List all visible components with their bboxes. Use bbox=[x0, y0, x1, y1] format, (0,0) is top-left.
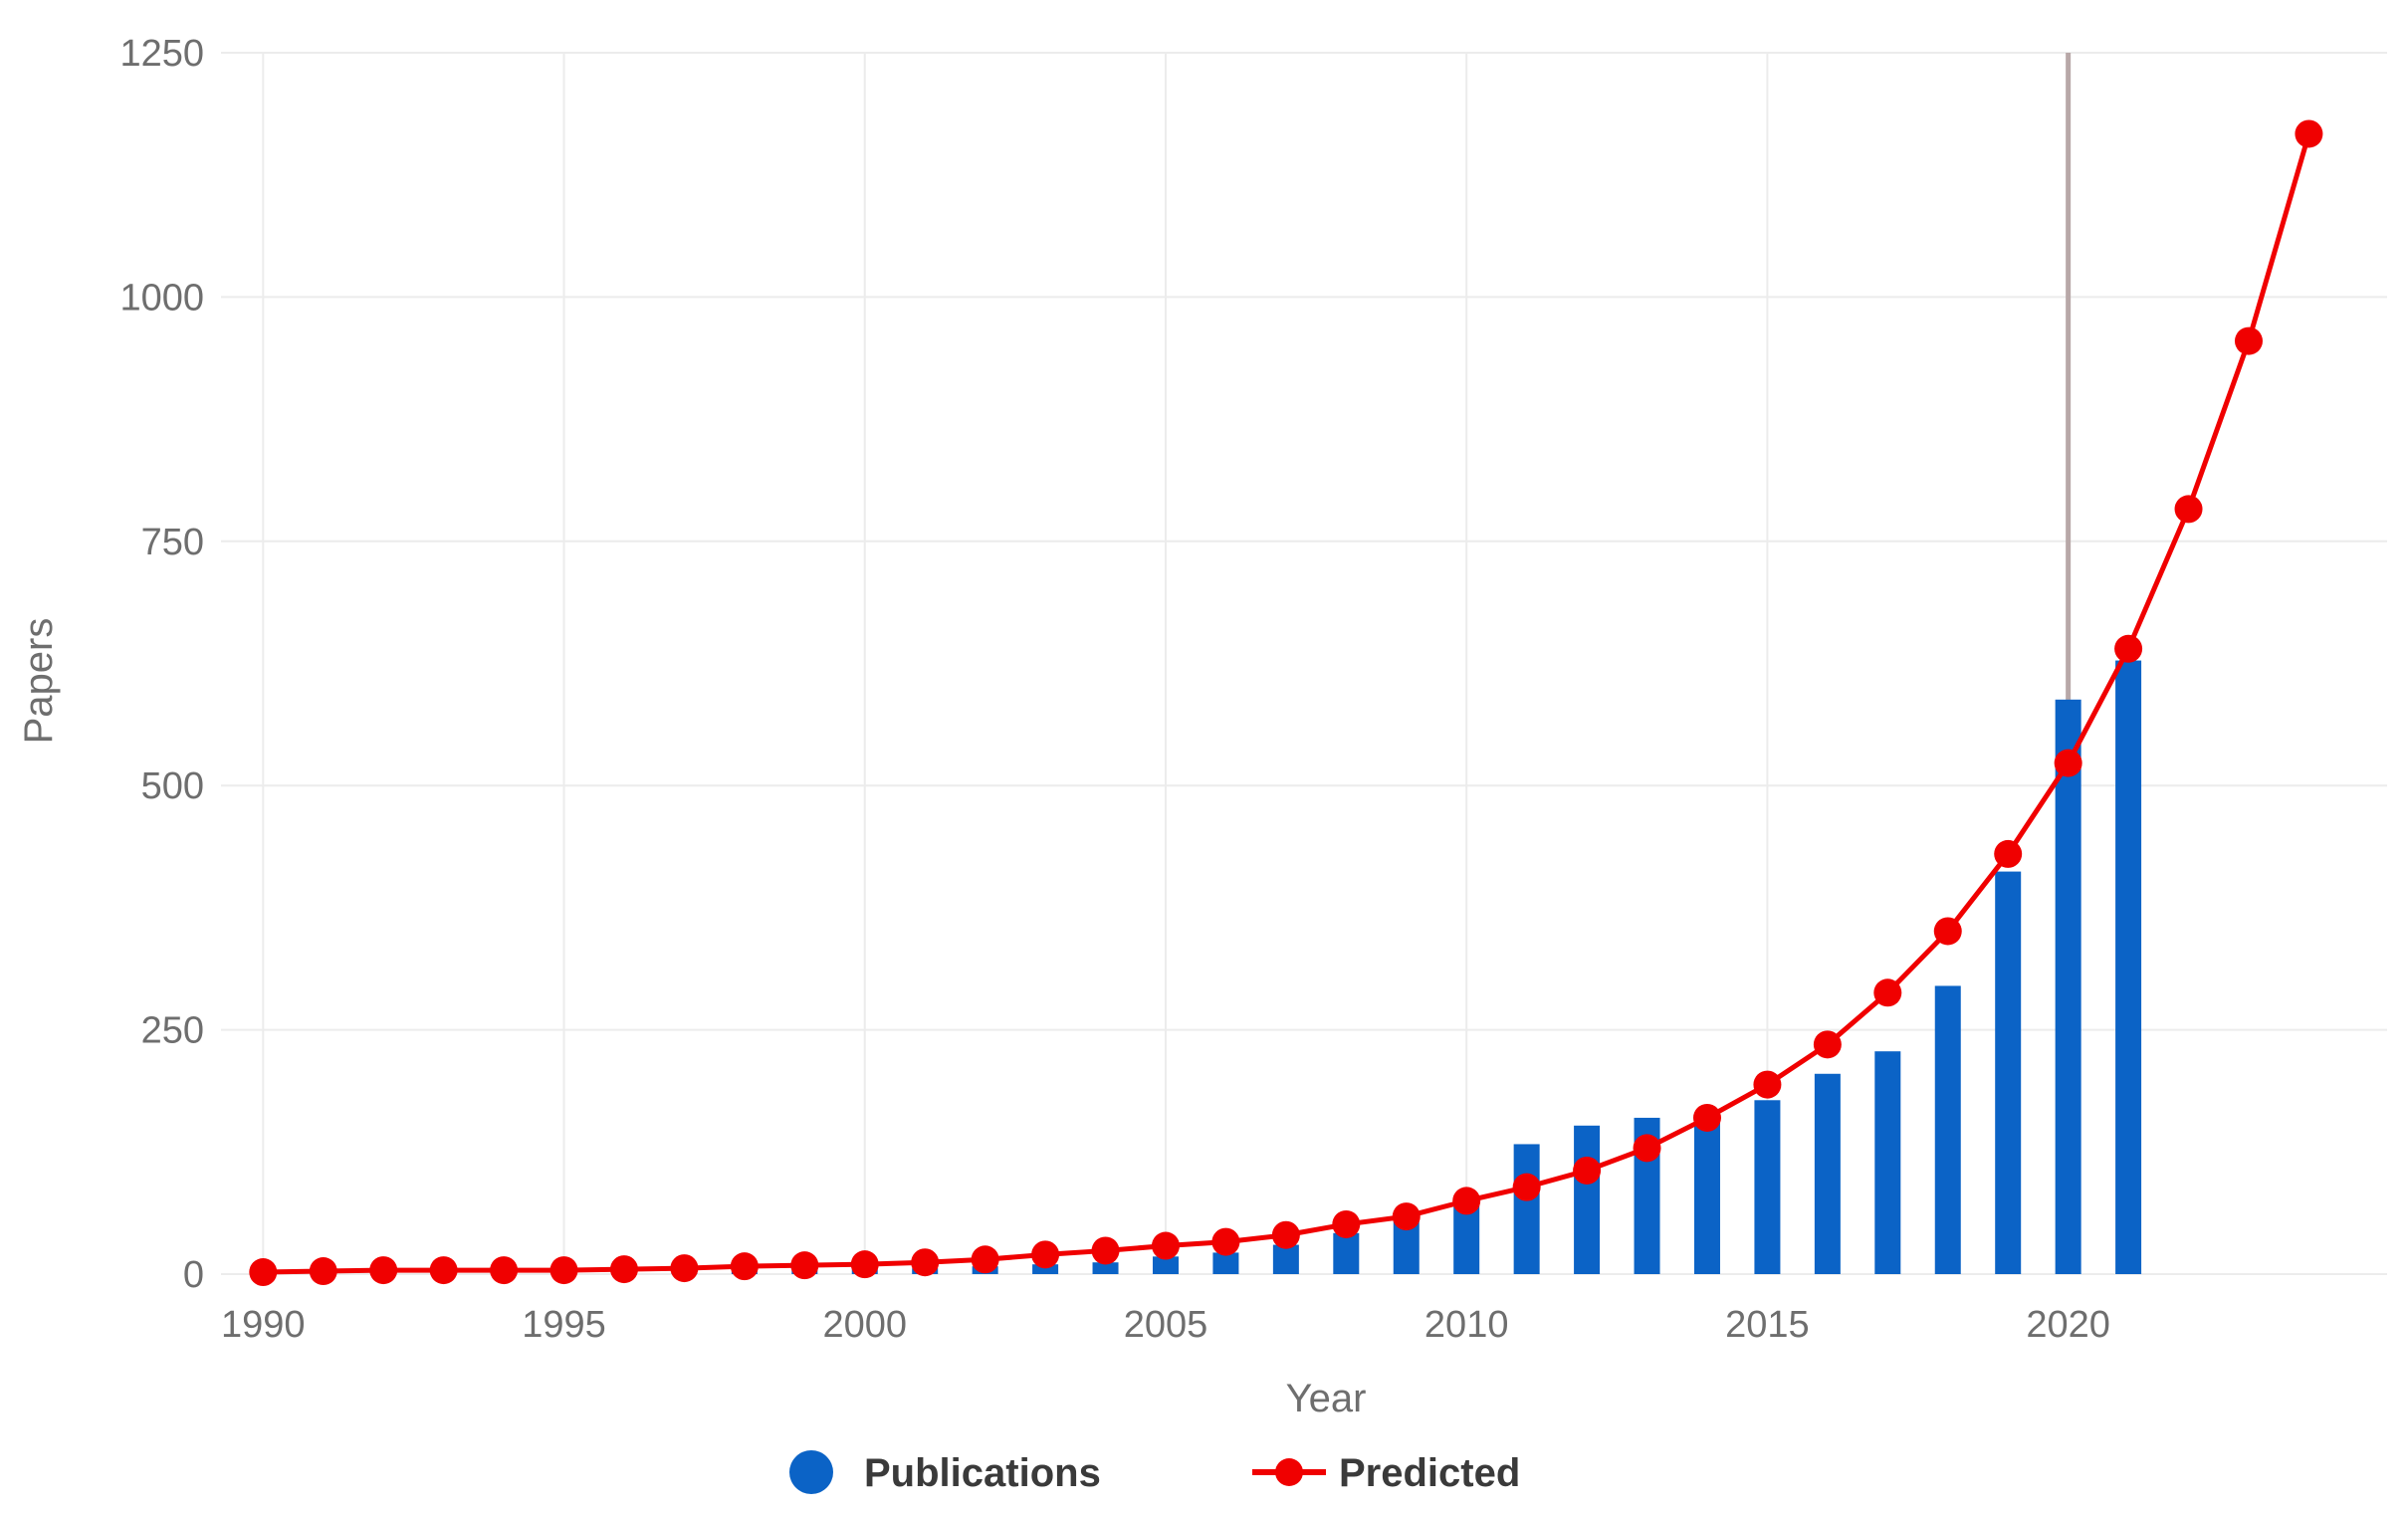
y-axis-ticks: 0 250 500 750 1000 1250 bbox=[119, 33, 204, 1296]
x-tick-label: 2010 bbox=[1424, 1304, 1509, 1346]
publications-bar bbox=[1152, 1256, 1179, 1274]
predicted-point bbox=[249, 1258, 278, 1287]
predicted-point bbox=[309, 1257, 337, 1286]
predicted-point bbox=[490, 1256, 519, 1285]
y-tick-label: 500 bbox=[141, 765, 204, 807]
legend-predicted-marker bbox=[1275, 1458, 1303, 1486]
predicted-point bbox=[1873, 978, 1902, 1007]
x-tick-label: 1995 bbox=[522, 1304, 606, 1346]
x-tick-label: 2020 bbox=[2026, 1304, 2110, 1346]
predicted-point bbox=[1753, 1070, 1782, 1099]
publications-bar bbox=[1333, 1232, 1360, 1274]
x-tick-label: 2005 bbox=[1124, 1304, 1208, 1346]
predicted-point bbox=[1332, 1209, 1361, 1238]
predicted-point bbox=[670, 1254, 699, 1283]
y-tick-label: 1000 bbox=[119, 277, 204, 319]
publications-bar bbox=[1995, 871, 2022, 1274]
predicted-point bbox=[2174, 495, 2203, 524]
publications-bar bbox=[1934, 985, 1961, 1274]
publications-bar bbox=[1272, 1244, 1299, 1274]
publications-bar bbox=[1092, 1262, 1119, 1274]
predicted-point bbox=[1271, 1220, 1300, 1249]
predicted-point bbox=[1512, 1173, 1541, 1201]
publications-bar bbox=[1814, 1073, 1841, 1274]
legend-predicted-label: Predicted bbox=[1339, 1451, 1520, 1495]
y-tick-label: 0 bbox=[183, 1254, 204, 1296]
publications-bar bbox=[1513, 1144, 1540, 1274]
predicted-point bbox=[1994, 839, 2023, 868]
predicted-point bbox=[609, 1255, 638, 1284]
predicted-point bbox=[1151, 1231, 1180, 1260]
predicted-point bbox=[1692, 1103, 1721, 1132]
x-tick-label: 2000 bbox=[822, 1304, 907, 1346]
predicted-point bbox=[911, 1248, 940, 1277]
publications-bar bbox=[2055, 699, 2081, 1274]
predicted-point bbox=[2234, 326, 2263, 355]
y-tick-label: 750 bbox=[141, 522, 204, 563]
publications-bar bbox=[1874, 1051, 1901, 1274]
predicted-point bbox=[369, 1256, 398, 1285]
y-axis-title: Papers bbox=[17, 618, 61, 745]
predicted-point bbox=[1452, 1187, 1481, 1215]
predicted-point bbox=[1211, 1227, 1240, 1256]
x-tick-label: 1990 bbox=[221, 1304, 306, 1346]
predicted-point bbox=[2295, 119, 2323, 148]
publications-bar bbox=[1693, 1122, 1720, 1274]
x-axis-ticks: 1990 1995 2000 2005 2010 2015 2020 bbox=[221, 1304, 2110, 1346]
predicted-points bbox=[249, 119, 2323, 1287]
predicted-point bbox=[1091, 1236, 1120, 1265]
publications-bar bbox=[1212, 1252, 1239, 1274]
predicted-point bbox=[1933, 917, 1962, 946]
predicted-point bbox=[1633, 1134, 1661, 1163]
legend: Publications Predicted bbox=[789, 1450, 1520, 1495]
predicted-point bbox=[790, 1251, 819, 1280]
predicted-point bbox=[971, 1245, 999, 1274]
predicted-point bbox=[549, 1256, 578, 1285]
y-tick-label: 1250 bbox=[119, 33, 204, 75]
predicted-point bbox=[2054, 749, 2082, 777]
publications-bar bbox=[2115, 660, 2142, 1274]
predicted-point bbox=[2114, 634, 2143, 663]
publications-bars bbox=[250, 660, 2142, 1274]
x-axis-title: Year bbox=[1286, 1377, 1367, 1420]
predicted-point bbox=[1392, 1202, 1421, 1231]
predicted-point bbox=[1031, 1240, 1060, 1269]
legend-publications-swatch bbox=[789, 1450, 833, 1494]
publications-bar bbox=[1754, 1100, 1781, 1274]
predicted-point bbox=[1573, 1156, 1602, 1185]
predicted-point bbox=[850, 1250, 879, 1279]
y-tick-label: 250 bbox=[141, 1010, 204, 1052]
publications-bar bbox=[1574, 1125, 1601, 1274]
legend-publications-label: Publications bbox=[864, 1451, 1101, 1495]
publications-bar bbox=[1032, 1264, 1059, 1274]
predicted-point bbox=[429, 1256, 458, 1285]
predicted-point bbox=[1813, 1030, 1842, 1059]
predicted-point bbox=[730, 1252, 759, 1281]
x-tick-label: 2015 bbox=[1725, 1304, 1810, 1346]
